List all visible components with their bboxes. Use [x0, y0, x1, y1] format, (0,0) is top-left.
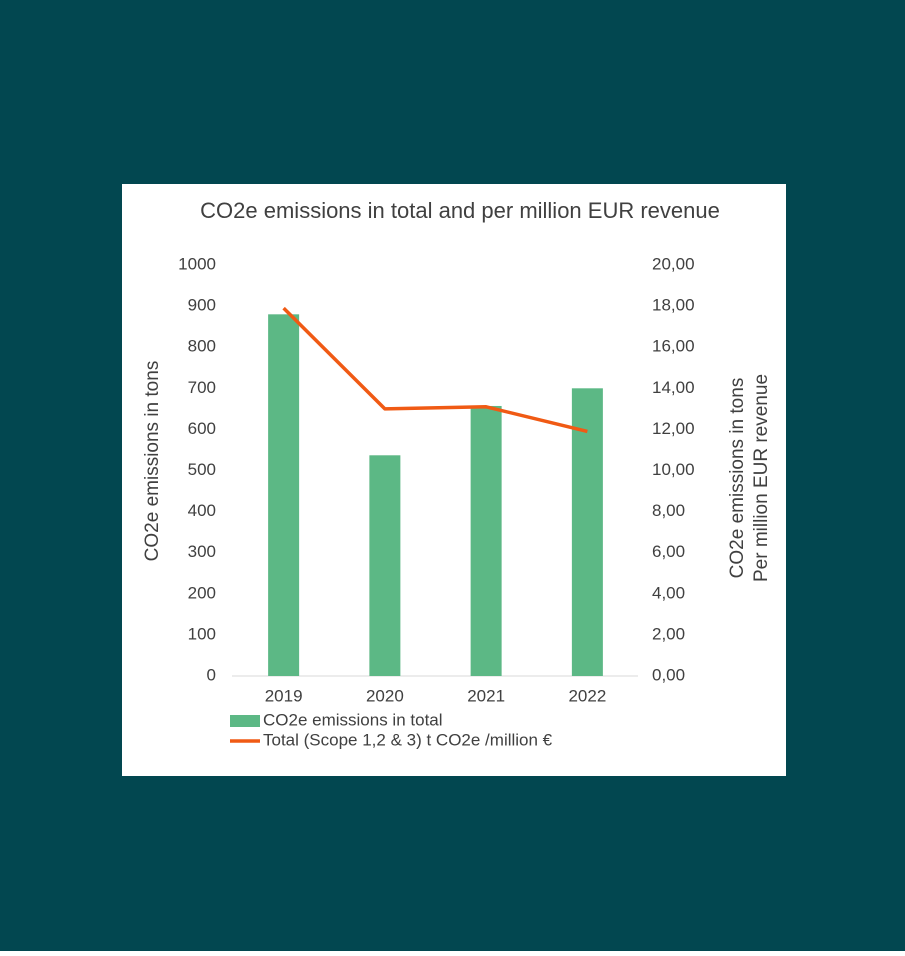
legend-label: CO2e emissions in total — [263, 710, 443, 729]
title-box: CO2e emissions in total and per million … — [200, 198, 720, 223]
y-tick-label: 100 — [188, 624, 216, 643]
y-tick-label: 200 — [188, 583, 216, 602]
y-tick-label: 1000 — [178, 254, 216, 273]
y-tick-label: 300 — [188, 542, 216, 561]
y-tick-label: 900 — [188, 296, 216, 315]
chart-title: CO2e emissions in total and per million … — [200, 198, 720, 223]
bar — [571, 388, 603, 676]
bar — [268, 314, 300, 676]
legend-label: Total (Scope 1,2 & 3) t CO2e /million € — [263, 730, 553, 749]
y2-tick-label: 4,00 — [652, 583, 685, 602]
y-tick-label: 500 — [188, 460, 216, 479]
y2-tick-label: 16,00 — [652, 337, 695, 356]
y2-tick-label: 2,00 — [652, 624, 685, 643]
y2-tick-label: 12,00 — [652, 419, 695, 438]
legend-swatch — [230, 715, 260, 727]
y2-tick-label: 8,00 — [652, 501, 685, 520]
y2-axis-title: CO2e emissions in tons — [727, 378, 748, 579]
y2-tick-label: 0,00 — [652, 665, 685, 684]
bar — [369, 455, 401, 676]
y-tick-label: 600 — [188, 419, 216, 438]
y-tick-label: 800 — [188, 337, 216, 356]
x-tick-label: 2019 — [265, 686, 303, 705]
x-tick-label: 2020 — [366, 686, 404, 705]
y-axis-title: CO2e emissions in tons — [142, 361, 163, 562]
y2-tick-label: 18,00 — [652, 296, 695, 315]
line — [282, 306, 588, 434]
x-tick-label: 2022 — [568, 686, 606, 705]
y2-axis-title: Per million EUR revenue — [751, 374, 772, 582]
bar — [470, 405, 502, 676]
y-tick-label: 700 — [188, 378, 216, 397]
y2-tick-label: 6,00 — [652, 542, 685, 561]
x-tick-label: 2021 — [467, 686, 505, 705]
y2-tick-label: 10,00 — [652, 460, 695, 479]
y-tick-label: 400 — [188, 501, 216, 520]
chart-panel — [122, 184, 786, 776]
y2-tick-label: 20,00 — [652, 254, 695, 273]
y-tick-label: 0 — [207, 665, 216, 684]
y2-tick-label: 14,00 — [652, 378, 695, 397]
